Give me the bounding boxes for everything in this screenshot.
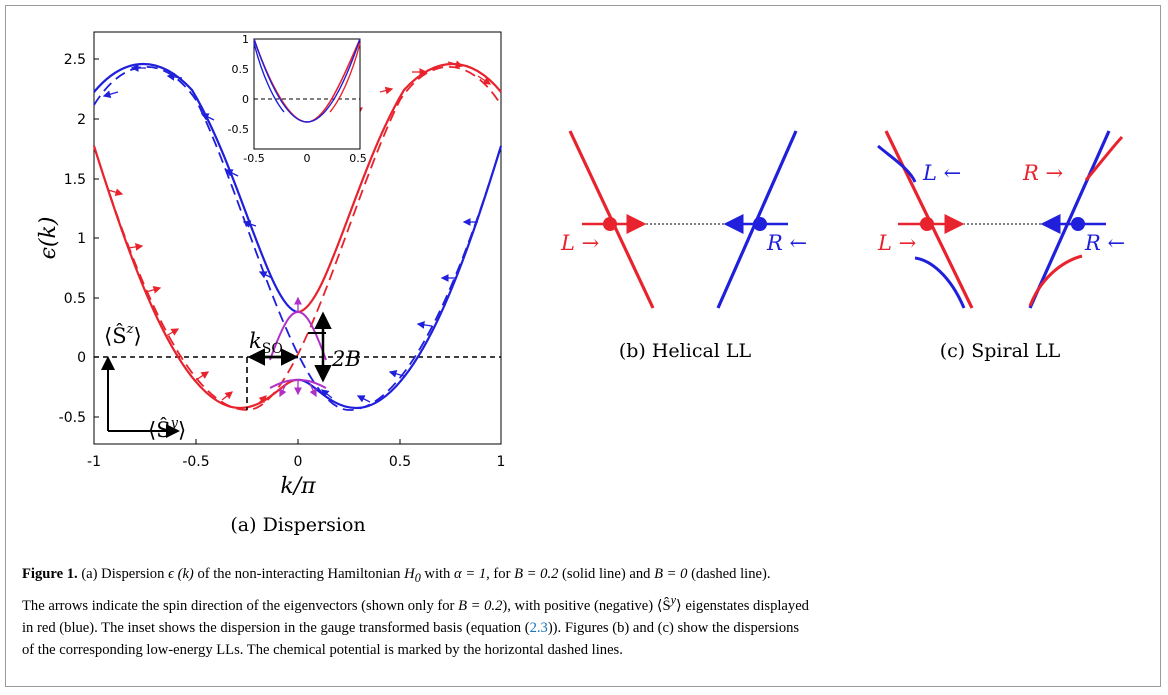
inset-y-tick: -0.5 xyxy=(228,123,249,136)
solid-blue-upper-band xyxy=(93,62,299,314)
x-tick-label: 0.5 xyxy=(389,454,411,470)
caption-math: B = 0 xyxy=(654,566,688,582)
dashed-red-branch xyxy=(93,66,502,411)
caption-text: The arrows indicate the spin direction o… xyxy=(22,597,459,614)
y-tick-label: 0 xyxy=(77,350,86,366)
equation-link[interactable]: 2.3 xyxy=(529,619,548,636)
caption-math: α = 1 xyxy=(454,566,487,582)
panel-c-subcaption: (c) Spiral LL xyxy=(940,340,1061,362)
panel-c-spiral-ll: L ← R → L → R ← (c) Spiral LL xyxy=(877,130,1125,362)
solid-blue-lower-band xyxy=(297,145,503,410)
y-axis-label: ϵ(k) xyxy=(36,217,61,260)
y-tick-label: 1 xyxy=(77,231,86,247)
dashed-blue-branch xyxy=(93,66,502,411)
caption-text: in red (blue). The inset shows the dispe… xyxy=(22,619,530,636)
solid-red-lower-band xyxy=(92,145,299,410)
inset-x-tick: 0 xyxy=(304,152,311,165)
right-top-hybrid xyxy=(1084,135,1124,182)
2b-label: 2B xyxy=(331,347,361,371)
x-axis-label: k/π xyxy=(280,474,316,499)
y-tick-label: 2 xyxy=(77,112,86,128)
caption-text: , for xyxy=(486,566,515,582)
caption-text: (dashed line). xyxy=(687,566,771,582)
caption-text: ), with positive (negative) xyxy=(502,597,657,614)
right-mover-branch xyxy=(1028,130,1111,309)
inset-y-tick: 0 xyxy=(242,93,249,106)
panel-a-subcaption: (a) Dispersion xyxy=(230,514,365,536)
caption-text: (a) Dispersion xyxy=(77,566,169,582)
caption-math: B = 0.2 xyxy=(514,566,559,582)
x-tick-label: 1 xyxy=(497,454,506,470)
caption-line-4: of the corresponding low-energy LLs. The… xyxy=(22,641,623,658)
sy-label: ⟨Ŝy⟩ xyxy=(148,416,186,442)
left-mover-label: L → xyxy=(560,231,599,255)
inset-y-tick: 0.5 xyxy=(232,63,250,76)
inset-x-tick: -0.5 xyxy=(243,152,264,165)
left-mover-label: L → xyxy=(877,231,916,255)
y-tick-label: 2.5 xyxy=(64,52,86,68)
right-mover-label: R ← xyxy=(766,231,807,255)
caption-text: (solid line) and xyxy=(558,566,655,582)
x-tick-label: -0.5 xyxy=(182,454,209,470)
y-tick-label: 1.5 xyxy=(64,172,86,188)
x-tick-label: 0 xyxy=(294,454,303,470)
y-tick-label: 0.5 xyxy=(64,291,86,307)
caption-text: )). Figures (b) and (c) show the dispers… xyxy=(547,619,800,636)
caption-text: with xyxy=(420,566,455,582)
caption-math: B = 0.2 xyxy=(458,597,503,614)
left-top-hybrid xyxy=(877,144,917,183)
caption-text: of the non-interacting Hamiltonian xyxy=(193,566,405,582)
kso-label: kSO xyxy=(249,329,283,357)
caption-line-1: Figure 1. (a) Dispersion ϵ (k) of the no… xyxy=(22,563,1147,589)
panel-b-helical-ll: L → R ← (b) Helical LL xyxy=(560,130,807,362)
figure-frame xyxy=(5,5,1161,687)
caption-line-3: in red (blue). The inset shows the dispe… xyxy=(22,617,1147,639)
figure-label: Figure 1. xyxy=(22,566,78,582)
caption-line-2: The arrows indicate the spin direction o… xyxy=(22,589,1147,617)
right-top-label: R → xyxy=(1022,161,1063,185)
right-bottom-hybrid xyxy=(1028,254,1083,307)
y-tick-label: -0.5 xyxy=(59,410,86,426)
spin-arrows xyxy=(102,60,492,405)
panel-b-subcaption: (b) Helical LL xyxy=(619,340,752,362)
inset-x-tick: 0.5 xyxy=(349,152,367,165)
caption-math: ⟨Ŝy⟩ xyxy=(656,592,682,614)
inset-plot: 1 0.5 0 -0.5 -0.5 0 0.5 xyxy=(228,33,367,165)
solid-red-upper-band xyxy=(297,62,502,314)
left-top-label: L ← xyxy=(922,161,961,185)
x-tick-label: -1 xyxy=(87,454,101,470)
left-bottom-hybrid xyxy=(914,256,966,309)
panel-a-dispersion-plot: 2.5 2 1.5 1 0.5 0 -0.5 -1 -0.5 0 0.5 1 k… xyxy=(36,31,506,536)
caption-text: eigenstates displayed xyxy=(681,597,809,614)
figure-caption: Figure 1. (a) Dispersion ϵ (k) of the no… xyxy=(22,563,1147,661)
caption-math: H0 xyxy=(404,566,421,585)
inset-y-tick: 1 xyxy=(242,33,249,46)
sz-label: ⟨Ŝz⟩ xyxy=(104,322,142,348)
caption-math: ϵ (k) xyxy=(168,566,194,582)
right-mover-label: R ← xyxy=(1084,231,1125,255)
